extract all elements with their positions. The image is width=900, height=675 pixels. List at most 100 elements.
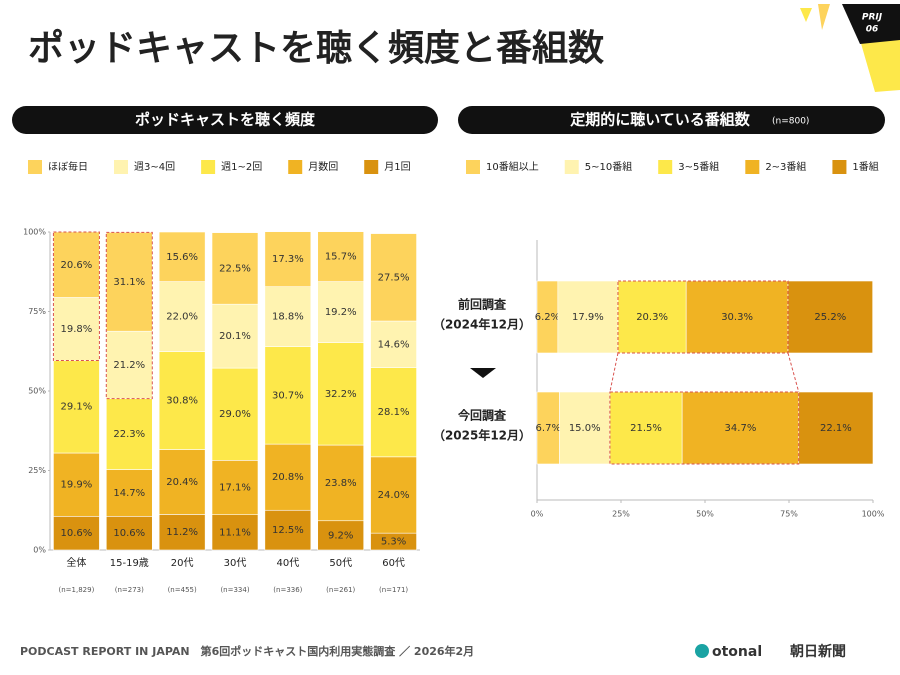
bar-segment [798,391,874,465]
n-label: (n=273) [115,586,144,594]
x-tick-label: 25% [612,510,630,519]
bar-segment [370,233,417,322]
x-tick-label: 全体 [66,556,86,569]
value-label: 20.1% [219,331,251,342]
chart-title: ポッドキャストを聴く頻度 [135,111,315,129]
logo: otonal [712,644,762,660]
legend-swatch [745,160,760,174]
bar-segment [264,286,312,347]
value-label: 15.7% [325,252,357,263]
value-label: 22.0% [166,312,198,323]
x-tick-label: 75% [780,510,798,519]
legend-label: 2~3番組 [765,160,806,173]
arrow [470,368,496,378]
y-tick-label: 50% [28,387,46,396]
category-label: 前回調査 [458,297,507,312]
legend-swatch [564,160,579,174]
x-tick-label: 60代 [382,557,405,569]
x-tick-label: 15-19歳 [110,557,149,569]
value-label: 22.3% [113,429,145,440]
value-label: 15.0% [569,423,601,434]
value-label: 22.5% [219,263,251,274]
value-label: 31.1% [113,277,145,288]
value-label: 32.2% [325,389,357,400]
bar-segment [264,443,312,511]
legend-label: 10番組以上 [486,160,539,173]
value-label: 17.9% [572,312,604,323]
badge-number: 06 [866,25,879,35]
badge-decoration [800,4,900,92]
value-label: 14.7% [113,488,145,499]
logo: 朝日新聞 [790,643,846,660]
chart-title: 定期的に聴いている番組数 [570,111,751,129]
value-label: 30.3% [721,312,753,323]
bar-segment [609,391,683,465]
x-tick-label: 40代 [276,557,299,569]
bar-segment [211,367,259,461]
chart-frequency: ほぼ毎日 週3~4回 週1~2回 月数回 月1回 0% 25% 50% 75% 100% 10.6%… [23,160,420,594]
bar-segment [105,469,153,517]
bar-segment [264,231,312,287]
bar-segment [105,398,153,470]
value-label: 24.0% [378,490,410,501]
value-label: 11.2% [166,527,198,538]
legend-swatch [832,160,847,174]
bar-segment [105,330,153,399]
bar-segment [158,281,206,352]
bar-segment [787,280,873,354]
bar-segment [370,456,417,534]
value-label: 14.6% [378,339,410,350]
value-label: 12.5% [272,525,304,536]
value-label: 28.1% [378,407,410,418]
y-tick-label: 0% [33,546,46,555]
highlight-box [105,231,153,400]
bar-segment [685,280,789,354]
badge-label: PRIJ [862,13,883,23]
value-label: 29.0% [219,409,251,420]
n-label: (n=261) [326,586,355,594]
bar-segment [617,280,687,354]
value-label: 20.8% [272,472,304,483]
bar-segment [317,444,365,522]
value-label: 30.7% [272,390,304,401]
value-label: 20.4% [166,477,198,488]
value-label: 11.1% [219,527,251,538]
legend-label: 1番組 [852,160,878,173]
legend-label: 週1~2回 [221,161,262,173]
legend-label: 3~5番組 [678,160,719,173]
legend-swatch [364,160,379,174]
category-date: （2024年12月） [433,317,531,332]
n-label: (n=336) [273,586,302,594]
value-label: 30.8% [166,396,198,407]
value-label: 27.5% [378,272,410,283]
x-tick-label: 0% [531,510,544,519]
bar-segment [317,520,365,551]
bar-segment [158,514,206,551]
x-tick-label: 50代 [329,557,352,569]
y-tick-label: 100% [23,228,46,237]
chart-program-count: 10番組以上 5~10番組 3~5番組 2~3番組 1番組 0% 25% 50% 75% 100%… [433,160,885,519]
highlight-box [609,391,800,465]
legend-swatch [288,160,303,174]
value-label: 5.3% [381,537,406,548]
footer: PODCAST REPORT IN JAPAN 第6回ポッドキャスト国内利用実態… [20,644,474,658]
bar-segment [105,232,153,332]
bar-segment [211,460,259,516]
bar-segment [317,281,365,343]
logo-icon [695,644,709,658]
category-date: （2025年12月） [433,428,531,443]
x-tick-label: 30代 [224,557,247,569]
value-label: 6.2% [535,312,560,323]
bar-segment [264,346,312,445]
legend-label: 月数回 [308,160,338,173]
bar-segment [53,231,100,298]
bar-segment [211,303,259,369]
bar-segment [370,367,417,458]
legend-swatch [114,160,128,174]
value-label: 20.6% [61,260,93,271]
bar-segment [53,360,100,454]
value-label: 25.2% [814,312,846,323]
bar-segment [53,452,100,517]
value-label: 23.8% [325,478,357,489]
